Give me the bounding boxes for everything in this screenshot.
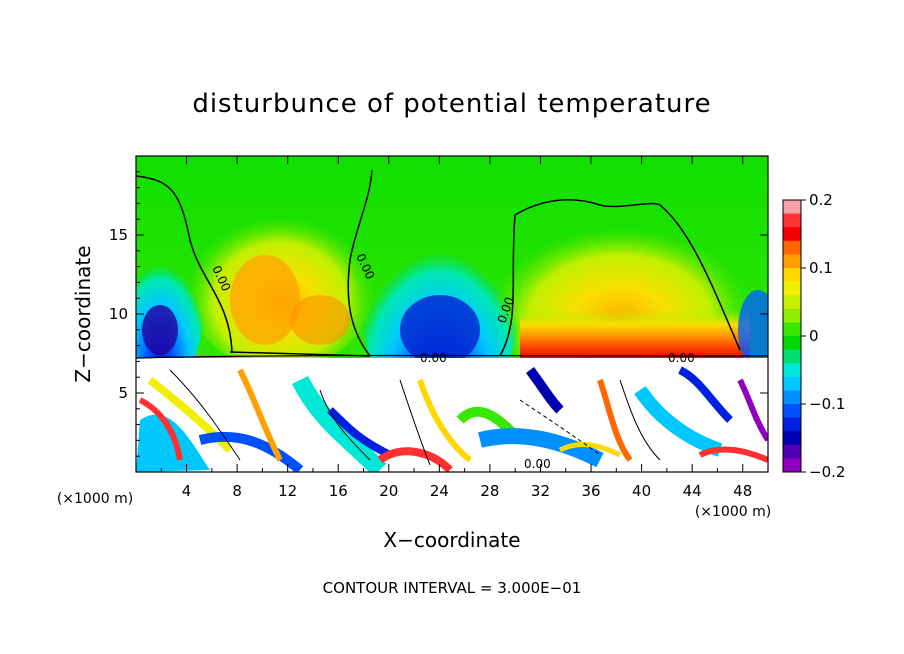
x-tick-label: 24 bbox=[430, 482, 449, 500]
x-tick-label: 48 bbox=[733, 482, 752, 500]
x-tick-label: 12 bbox=[278, 482, 297, 500]
colorbar-swatch bbox=[783, 322, 801, 337]
colorbar-swatch bbox=[783, 431, 801, 446]
y-tick-label: 10 bbox=[109, 305, 128, 323]
colorbar-swatch bbox=[783, 281, 801, 296]
chart-title: disturbunce of potential temperature bbox=[192, 89, 711, 119]
colorbar-swatch bbox=[783, 444, 801, 459]
y-axis-label: Z−coordinate bbox=[71, 245, 95, 382]
colorbar-swatch bbox=[783, 308, 801, 323]
colorbar-swatch bbox=[783, 240, 801, 255]
colorbar: 0.2 0.1 0 −0.1 −0.2 bbox=[782, 191, 845, 481]
colorbar-tick-label: 0.2 bbox=[809, 191, 833, 209]
contour-interval-note: CONTOUR INTERVAL = 3.000E−01 bbox=[323, 579, 582, 597]
x-tick-label: 20 bbox=[379, 482, 398, 500]
contour-label: 0.00 bbox=[524, 457, 551, 471]
colorbar-swatch bbox=[783, 213, 801, 228]
x-tick-label: 8 bbox=[232, 482, 242, 500]
colorbar-swatch bbox=[783, 390, 801, 405]
colorbar-tick-label: 0 bbox=[809, 327, 819, 345]
colorbar-swatch bbox=[783, 458, 801, 473]
x-tick-label: 40 bbox=[632, 482, 651, 500]
colorbar-swatch bbox=[783, 227, 801, 242]
colorbar-swatch bbox=[783, 363, 801, 378]
x-tick-label: 16 bbox=[329, 482, 348, 500]
colorbar-swatch bbox=[783, 404, 801, 419]
colorbar-tick-label: 0.1 bbox=[809, 259, 833, 277]
colorbar-swatch bbox=[783, 295, 801, 310]
colorbar-swatch bbox=[783, 349, 801, 364]
x-unit-right: (×1000 m) bbox=[695, 504, 771, 520]
colorbar-swatch bbox=[783, 417, 801, 432]
y-tick-label: 5 bbox=[118, 384, 128, 402]
contour-label: 0.00 bbox=[668, 351, 695, 365]
colorbar-swatch bbox=[783, 268, 801, 283]
x-tick-label: 44 bbox=[683, 482, 702, 500]
colorbar-tick-label: −0.2 bbox=[809, 463, 845, 481]
x-tick-label: 28 bbox=[480, 482, 499, 500]
colorbar-tick-label: −0.1 bbox=[809, 395, 845, 413]
colorbar-swatch bbox=[783, 200, 801, 215]
x-unit-left: (×1000 m) bbox=[57, 491, 133, 507]
colorbar-swatch bbox=[783, 376, 801, 391]
x-tick-label: 36 bbox=[581, 482, 600, 500]
x-tick-label: 4 bbox=[182, 482, 192, 500]
heatmap-field bbox=[136, 156, 768, 472]
colorbar-swatch bbox=[783, 336, 801, 351]
colorbar-swatch bbox=[783, 254, 801, 269]
y-tick-label: 15 bbox=[109, 226, 128, 244]
x-axis-label: X−coordinate bbox=[383, 528, 520, 552]
x-tick-label: 32 bbox=[531, 482, 550, 500]
contour-label: 0.00 bbox=[420, 351, 447, 365]
